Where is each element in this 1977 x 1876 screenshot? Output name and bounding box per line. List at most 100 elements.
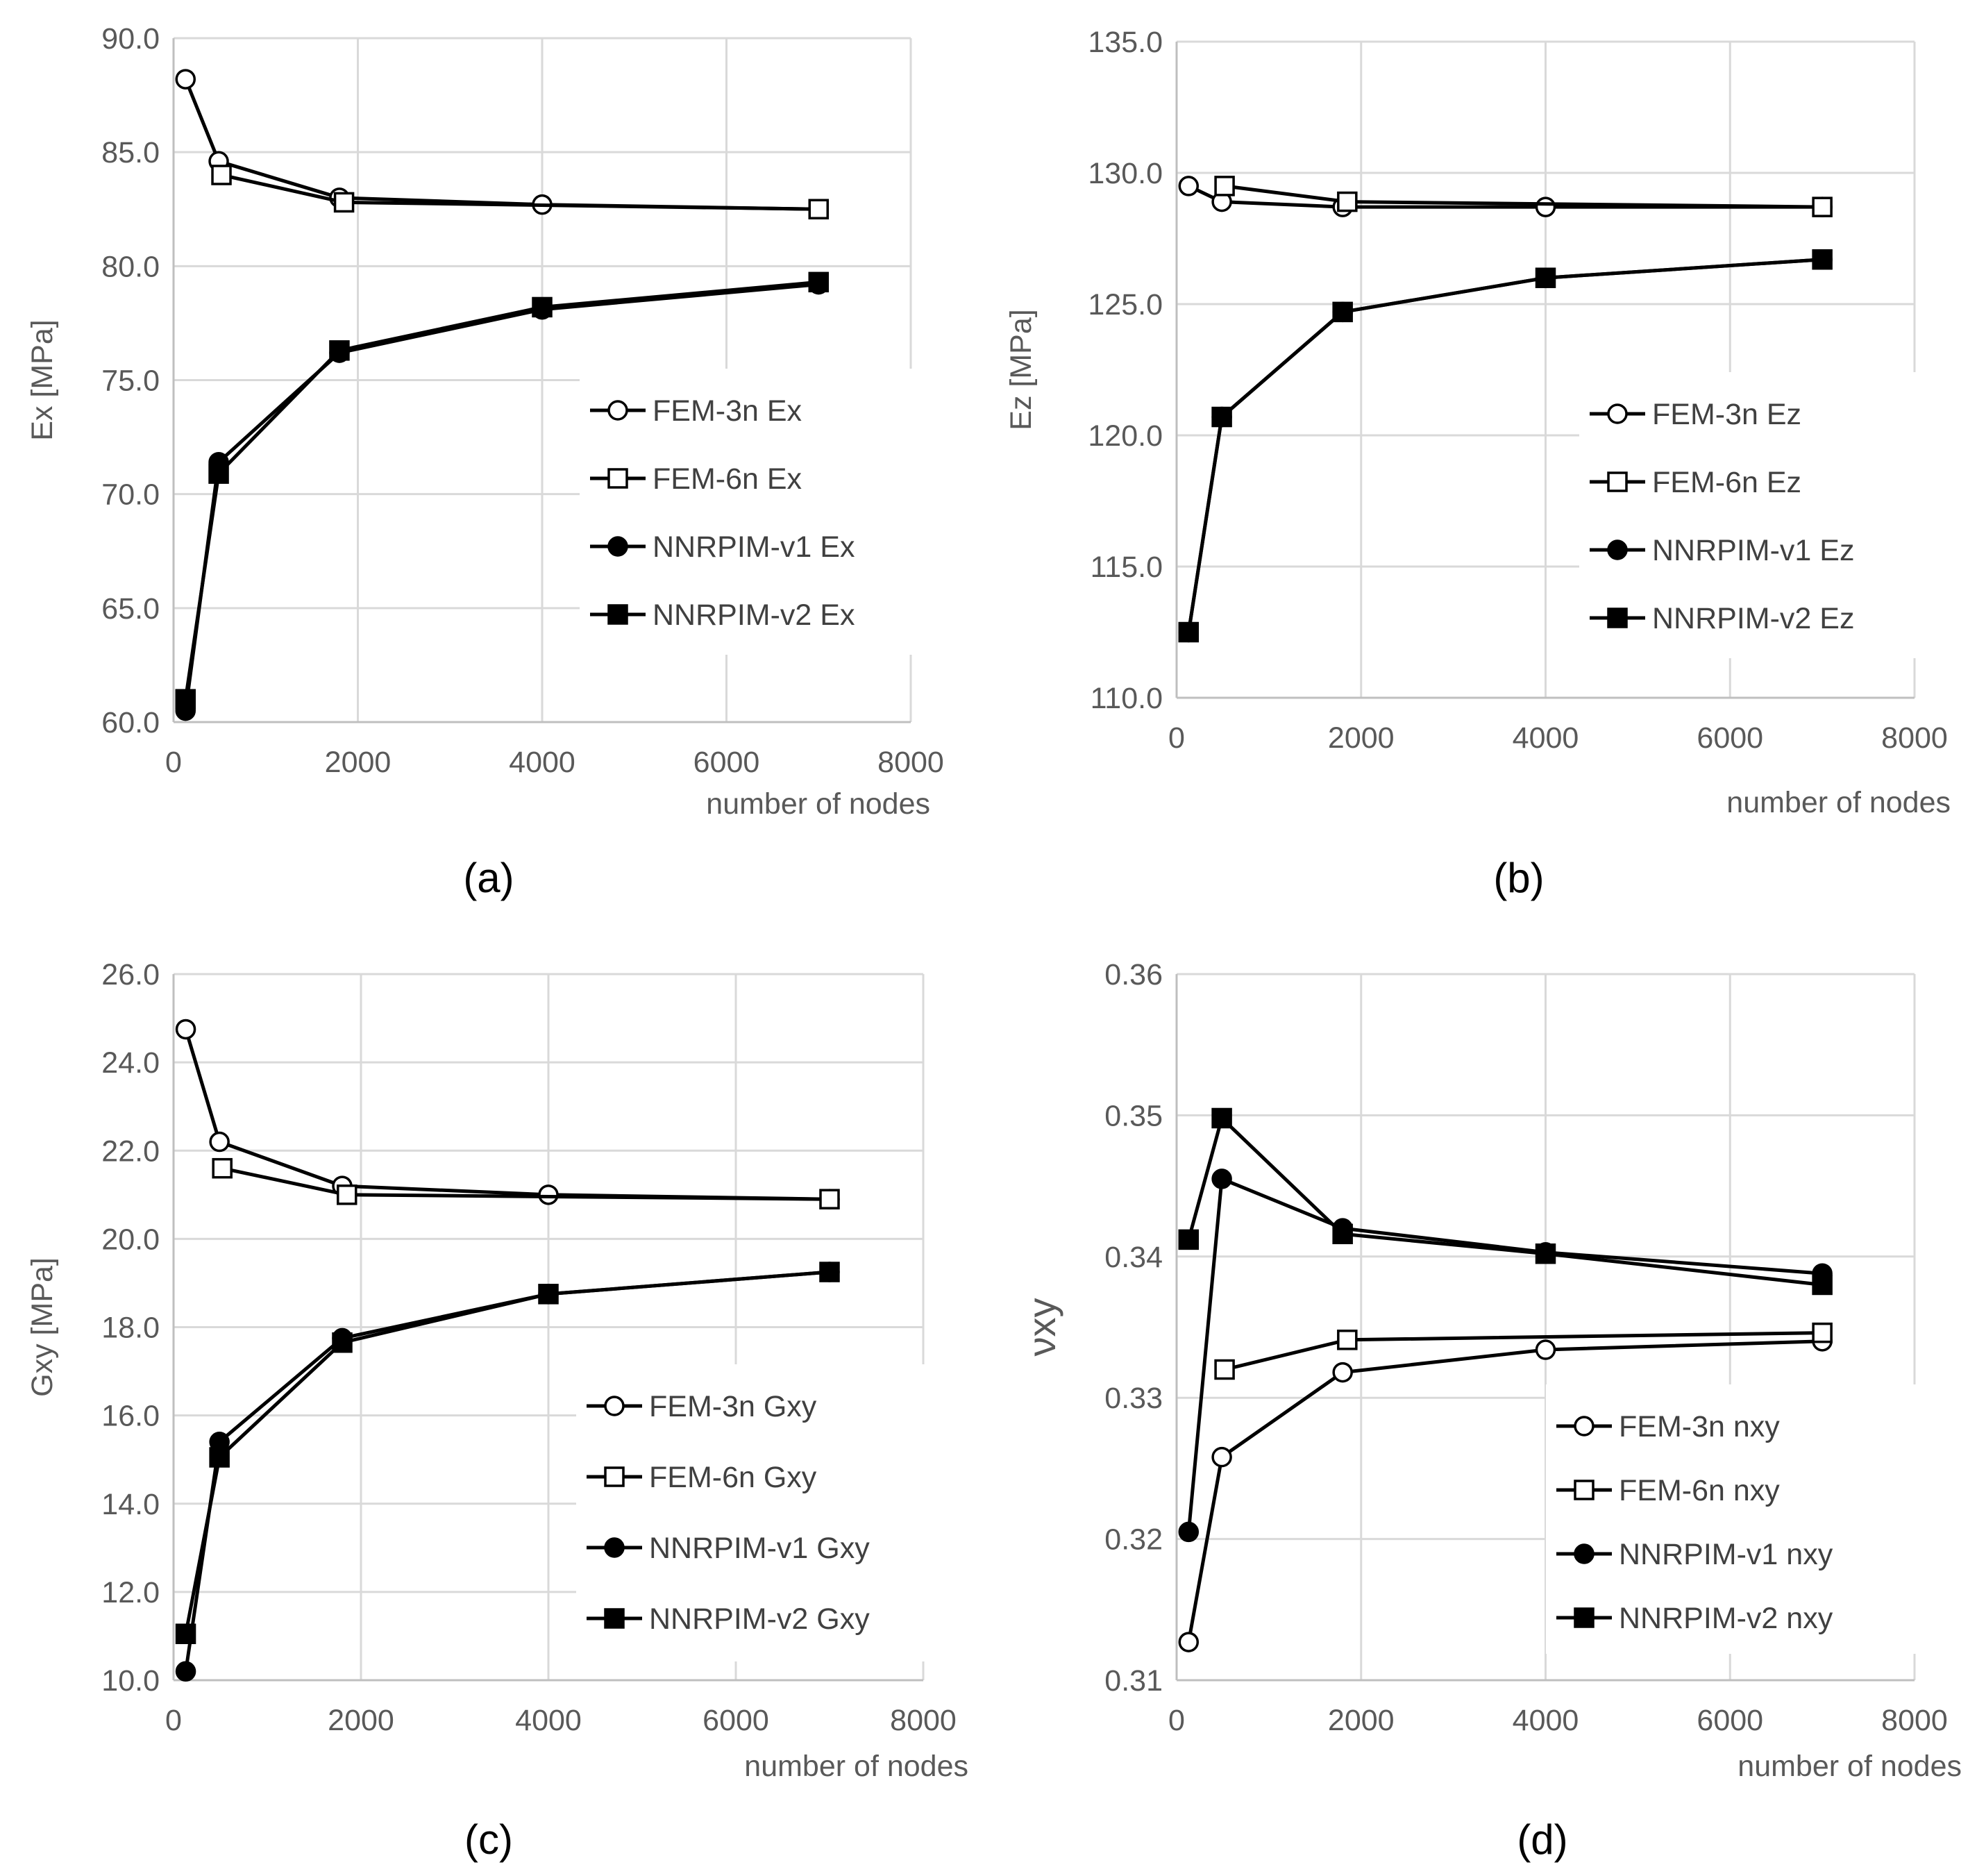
data-point	[1332, 1362, 1353, 1383]
legend-item: FEM-6n Ez	[1590, 466, 1801, 499]
data-point	[1337, 1330, 1358, 1350]
legend-item: FEM-6n nxy	[1556, 1474, 1780, 1507]
legend-item: NNRPIM-v1 Gxy	[587, 1532, 870, 1565]
x-tick-label: 4000	[515, 1704, 582, 1737]
legend-label: FEM-6n Gxy	[649, 1461, 817, 1494]
legend-label: NNRPIM-v1 nxy	[1619, 1538, 1833, 1571]
series-line	[1186, 1116, 1823, 1287]
series-line	[1224, 184, 1823, 209]
legend-label: FEM-6n nxy	[1619, 1474, 1780, 1507]
legend-marker	[1607, 608, 1628, 628]
x-tick-label: 6000	[693, 746, 760, 779]
legend-marker	[1574, 1543, 1595, 1564]
x-tick-label: 0	[165, 746, 182, 779]
series-fem-6n-ez	[1214, 176, 1833, 217]
data-point	[1535, 267, 1556, 288]
data-point	[1535, 196, 1556, 217]
y-tick-label: 85.0	[101, 136, 160, 169]
data-point	[175, 69, 196, 90]
legend-marker	[604, 1537, 625, 1558]
data-point	[808, 199, 829, 219]
x-tick-label: 6000	[1697, 721, 1763, 755]
panel-label: (a)	[463, 855, 514, 901]
y-tick-label: 65.0	[101, 592, 160, 626]
data-point	[1332, 301, 1353, 323]
y-axis-title: Ez [MPa]	[1004, 309, 1038, 430]
y-tick-label: 12.0	[101, 1576, 160, 1609]
y-tick-label: 125.0	[1088, 288, 1163, 321]
legend-item: NNRPIM-v2 Gxy	[587, 1602, 870, 1636]
legend-label: NNRPIM-v1 Ex	[653, 530, 855, 564]
data-point	[329, 340, 350, 361]
legend-item: FEM-3n Gxy	[587, 1390, 817, 1423]
x-tick-label: 4000	[1513, 721, 1579, 755]
legend-marker	[604, 1608, 625, 1629]
data-point	[1214, 176, 1235, 196]
data-point	[538, 1284, 559, 1305]
legend: FEM-3n Gxy FEM-6n Gxy NNRPIM-v1 Gxy NNRPIM-…	[576, 1364, 1020, 1661]
data-point	[1812, 249, 1833, 270]
data-point	[1535, 1339, 1556, 1360]
legend-item: NNRPIM-v2 nxy	[1556, 1602, 1833, 1635]
y-tick-label: 90.0	[101, 22, 160, 56]
y-tick-label: 18.0	[101, 1312, 160, 1345]
x-tick-label: 8000	[877, 746, 944, 779]
legend-item: NNRPIM-v2 Ex	[590, 598, 855, 632]
data-point	[212, 1157, 233, 1179]
legend-label: NNRPIM-v2 Ez	[1652, 602, 1854, 635]
legend-background	[1546, 1384, 1962, 1654]
legend-marker	[607, 536, 628, 557]
data-point	[208, 463, 229, 484]
x-tick-label: 0	[1168, 1704, 1185, 1737]
y-tick-label: 0.34	[1104, 1241, 1163, 1274]
data-point	[332, 1332, 353, 1353]
legend-marker	[1607, 539, 1628, 560]
legend-label: NNRPIM-v1 Gxy	[649, 1532, 870, 1565]
legend-label: FEM-3n Gxy	[649, 1390, 817, 1423]
x-tick-label: 0	[165, 1704, 182, 1737]
x-tick-label: 2000	[325, 746, 392, 779]
legend-marker	[604, 1396, 625, 1416]
series-fem-6n-nxy	[1214, 1322, 1833, 1380]
data-point	[1211, 1169, 1232, 1189]
series-nnrpim-v2-gxy	[175, 1262, 840, 1645]
series-fem-3n-ez	[1178, 176, 1833, 217]
y-axis-title: Ex [MPa]	[26, 319, 59, 440]
x-tick-label: 0	[1168, 721, 1185, 755]
y-tick-label: 26.0	[101, 958, 160, 991]
y-tick-label: 22.0	[101, 1134, 160, 1168]
y-tick-label: 70.0	[101, 478, 160, 512]
legend-label: NNRPIM-v2 Gxy	[649, 1602, 870, 1636]
legend-marker	[1607, 471, 1628, 492]
panel-label: (b)	[1493, 855, 1544, 901]
x-tick-label: 4000	[1513, 1704, 1579, 1737]
x-axis-title: number of nodes	[1738, 1750, 1962, 1783]
data-point	[1178, 176, 1200, 196]
legend-background	[576, 1364, 1020, 1661]
legend-marker	[1574, 1416, 1595, 1437]
data-point	[1211, 1446, 1232, 1468]
legend-label: FEM-6n Ex	[653, 462, 802, 496]
data-point	[532, 296, 553, 318]
y-tick-label: 80.0	[101, 250, 160, 283]
x-tick-label: 8000	[890, 1704, 957, 1737]
legend-marker	[1607, 403, 1628, 424]
panel-d-chart: 0.31 0.32 0.33 0.34 0.35 0.36 0 2000 4000 6000 800…	[1020, 958, 1962, 1863]
data-point	[175, 689, 196, 710]
y-tick-label: 0.35	[1104, 1099, 1163, 1132]
legend-marker	[607, 468, 628, 489]
y-tick-label: 60.0	[101, 706, 160, 739]
data-point	[1211, 1107, 1232, 1129]
y-tick-label: 75.0	[101, 365, 160, 398]
legend-marker	[604, 1466, 625, 1487]
legend: FEM-3n Ex FEM-6n Ex NNRPIM-v1 Ex NNRPIM-v2 …	[580, 369, 1024, 655]
y-tick-label: 115.0	[1091, 551, 1163, 584]
data-point	[1178, 1521, 1200, 1543]
legend: FEM-3n Ez FEM-6n Ez NNRPIM-v1 Ez NNRPIM-v2 …	[1579, 372, 1968, 658]
data-point	[1812, 1322, 1833, 1343]
x-axis-title: number of nodes	[1726, 786, 1951, 819]
legend: FEM-3n nxy FEM-6n nxy NNRPIM-v1 nxy NNRPIM-…	[1546, 1384, 1962, 1654]
legend-item: FEM-3n nxy	[1556, 1410, 1780, 1443]
data-point	[1332, 1223, 1353, 1245]
